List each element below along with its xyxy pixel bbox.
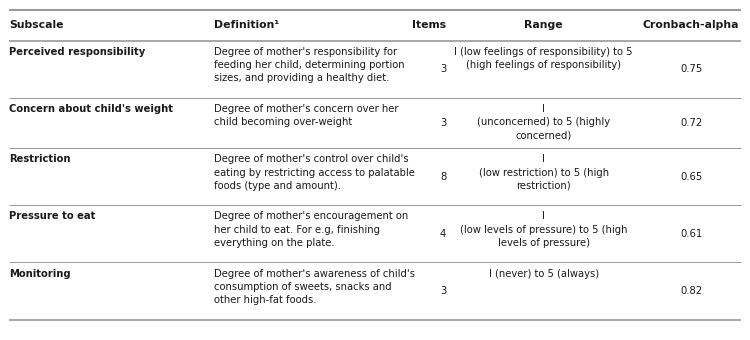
Text: Monitoring: Monitoring	[9, 269, 70, 278]
Text: Degree of mother's awareness of child's
consumption of sweets, snacks and
other : Degree of mother's awareness of child's …	[214, 269, 415, 305]
Text: Degree of mother's concern over her
child becoming over-weight: Degree of mother's concern over her chil…	[214, 104, 398, 127]
Text: 0.82: 0.82	[680, 286, 702, 296]
Text: I (low feelings of responsibility) to 5
(high feelings of responsibility): I (low feelings of responsibility) to 5 …	[454, 47, 633, 70]
Text: I
(low levels of pressure) to 5 (high
levels of pressure): I (low levels of pressure) to 5 (high le…	[460, 211, 628, 248]
Text: I (never) to 5 (always): I (never) to 5 (always)	[489, 269, 598, 278]
Text: Subscale: Subscale	[9, 20, 64, 31]
Text: I
(unconcerned) to 5 (highly
concerned): I (unconcerned) to 5 (highly concerned)	[477, 104, 610, 140]
Text: Degree of mother's control over child's
eating by restricting access to palatabl: Degree of mother's control over child's …	[214, 154, 415, 191]
Text: Range: Range	[524, 20, 563, 31]
Text: Restriction: Restriction	[9, 154, 70, 164]
Text: Items: Items	[413, 20, 446, 31]
Text: 0.72: 0.72	[680, 118, 702, 128]
Text: 0.61: 0.61	[680, 229, 702, 239]
Text: I
(low restriction) to 5 (high
restriction): I (low restriction) to 5 (high restricti…	[478, 154, 609, 191]
Text: Definition¹: Definition¹	[214, 20, 279, 31]
Text: 3: 3	[440, 64, 446, 74]
Text: Degree of mother's responsibility for
feeding her child, determining portion
siz: Degree of mother's responsibility for fe…	[214, 47, 404, 83]
Text: Concern about child's weight: Concern about child's weight	[9, 104, 173, 114]
Text: 3: 3	[440, 286, 446, 296]
Text: Pressure to eat: Pressure to eat	[9, 211, 95, 221]
Text: 3: 3	[440, 118, 446, 128]
Text: Perceived responsibility: Perceived responsibility	[9, 47, 146, 57]
Text: 4: 4	[440, 229, 446, 239]
Text: Degree of mother's encouragement on
her child to eat. For e.g, finishing
everyth: Degree of mother's encouragement on her …	[214, 211, 408, 248]
Text: 0.75: 0.75	[680, 64, 702, 74]
Text: 8: 8	[440, 172, 446, 182]
Text: 0.65: 0.65	[680, 172, 702, 182]
Text: Cronbach-alpha: Cronbach-alpha	[643, 20, 740, 31]
